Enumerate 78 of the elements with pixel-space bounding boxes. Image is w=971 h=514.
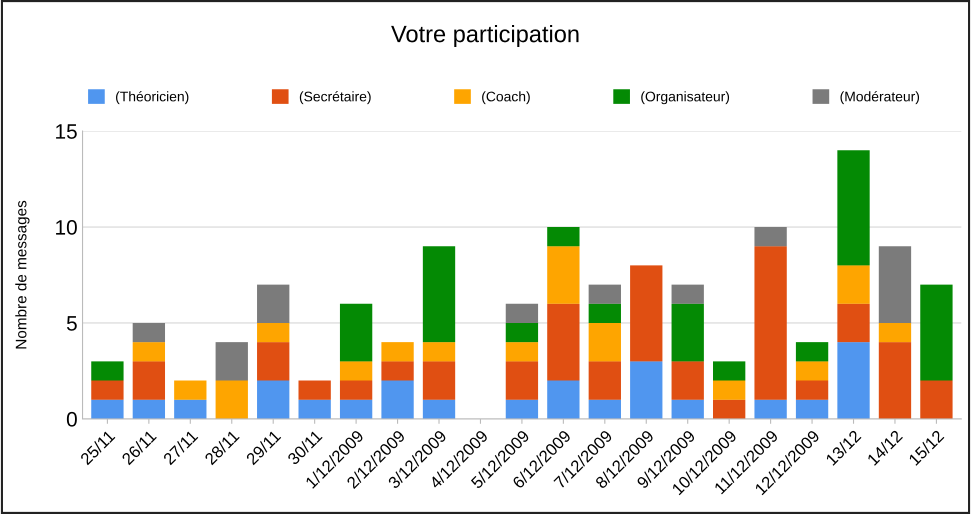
bar — [506, 304, 538, 323]
bar — [588, 304, 621, 323]
bar — [340, 400, 372, 419]
bar — [216, 380, 248, 419]
bar — [422, 400, 456, 419]
bar — [588, 361, 621, 400]
chart-title: Votre participation — [391, 24, 578, 47]
bar — [837, 342, 870, 419]
bar — [754, 227, 787, 246]
legend-label: (Coach) — [482, 91, 530, 104]
y-tick-label: 0 — [66, 412, 77, 427]
bar — [754, 246, 787, 400]
bar — [837, 265, 870, 304]
bar — [878, 322, 912, 342]
y-axis-title: Nombre de messages — [15, 200, 30, 348]
bar — [132, 322, 166, 342]
legend-label: (Organisateur) — [641, 91, 730, 104]
bar — [340, 380, 372, 400]
bar — [672, 400, 704, 419]
bar — [506, 342, 538, 362]
bar — [672, 284, 704, 304]
bar — [506, 322, 538, 342]
bar — [132, 342, 166, 362]
bar — [630, 265, 662, 362]
bar — [257, 284, 290, 323]
bar — [672, 304, 704, 362]
bar — [713, 400, 746, 419]
y-tick-label: 15 — [56, 124, 77, 139]
bar — [588, 322, 621, 362]
bar — [588, 400, 621, 419]
bar — [547, 246, 580, 304]
bar — [91, 400, 124, 419]
bar — [588, 284, 621, 304]
bar — [920, 380, 953, 419]
bar — [920, 284, 953, 381]
bar — [257, 322, 290, 342]
bar — [91, 361, 124, 381]
legend-label: (Théoricien) — [116, 91, 188, 104]
bar — [754, 400, 787, 419]
y-tick-label: 10 — [56, 220, 77, 235]
bar — [422, 246, 456, 342]
y-tick-label: 5 — [66, 316, 77, 331]
bar — [630, 361, 662, 419]
bar — [837, 304, 870, 342]
bar — [257, 342, 290, 381]
bar — [422, 361, 456, 400]
bar — [422, 342, 456, 362]
bar — [216, 342, 248, 381]
bar — [132, 361, 166, 400]
bar — [381, 361, 414, 381]
bar — [340, 304, 372, 362]
bar — [878, 342, 912, 419]
bar — [298, 380, 331, 400]
bar — [340, 361, 372, 381]
bar — [837, 150, 870, 266]
bar — [506, 400, 538, 419]
bar — [257, 380, 290, 419]
bar — [174, 400, 206, 419]
bar — [796, 380, 828, 400]
legend-label: (Modérateur) — [840, 91, 920, 104]
bar — [796, 342, 828, 362]
bar — [796, 400, 828, 419]
bar — [132, 400, 166, 419]
bar — [713, 361, 746, 381]
bar — [381, 342, 414, 362]
bar — [672, 361, 704, 400]
bar — [547, 227, 580, 246]
bar — [174, 380, 206, 400]
bar — [381, 380, 414, 419]
bar — [713, 380, 746, 400]
bar — [796, 361, 828, 381]
bar — [506, 361, 538, 400]
bar — [547, 380, 580, 419]
bar — [91, 380, 124, 400]
bar — [878, 246, 912, 323]
legend-label: (Secrétaire) — [300, 91, 371, 104]
bar — [298, 400, 331, 419]
bar — [547, 304, 580, 381]
